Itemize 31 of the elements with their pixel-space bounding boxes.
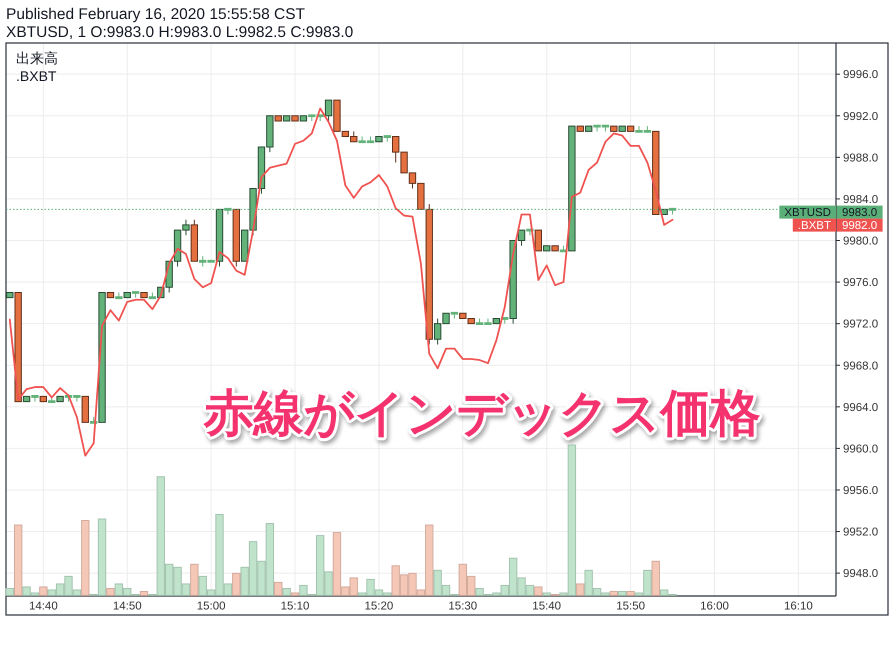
chart-subtitle: XBTUSD, 1 O:9983.0 H:9983.0 L:9982.5 C:9983.0 [6,24,354,41]
status-line: .BXBT [16,68,56,84]
y-tick-label: 9960.0 [843,443,878,456]
y-tick-label: 9992.0 [843,110,878,123]
x-tick-label: 16:00 [700,600,729,613]
ref-line-label: XBTUSD [784,207,831,220]
chart-title: Published February 16, 2020 15:55:58 CST [6,6,306,23]
y-tick-label: 9980.0 [843,236,878,248]
x-tick-label: 15:40 [532,600,562,613]
y-tick-label: 9972.0 [843,318,878,331]
x-tick-label: 15:10 [280,600,310,613]
y-tick-label: 9964.0 [843,402,878,414]
y-tick-label: 9996.0 [843,69,878,82]
y-tick-label: 9956.0 [843,485,878,497]
legend-label: .BXBT [798,220,831,232]
y-tick-label: 9948.0 [843,568,878,580]
y-tick-label: 9968.0 [843,360,878,372]
x-tick-label: 14:50 [112,600,142,613]
y-tick-label: 9984.0 [843,194,878,206]
y-tick-label: 9976.0 [843,277,878,290]
price-tag: .BXBT 9982.0 [792,218,883,232]
y-tick-label: 9952.0 [843,526,878,539]
y-tick-label: 9988.0 [843,152,878,164]
x-tick-label: 15:00 [196,600,226,613]
annotation: 赤線がインデックス価格 [202,385,760,441]
x-tick-label: 15:30 [448,600,478,613]
status-line: 出来高 [16,50,58,66]
x-tick-label: 14:40 [28,600,58,613]
x-tick-label: 15:20 [364,600,394,613]
x-tick-label: 15:50 [616,600,645,613]
x-tick-label: 16:10 [784,600,813,613]
